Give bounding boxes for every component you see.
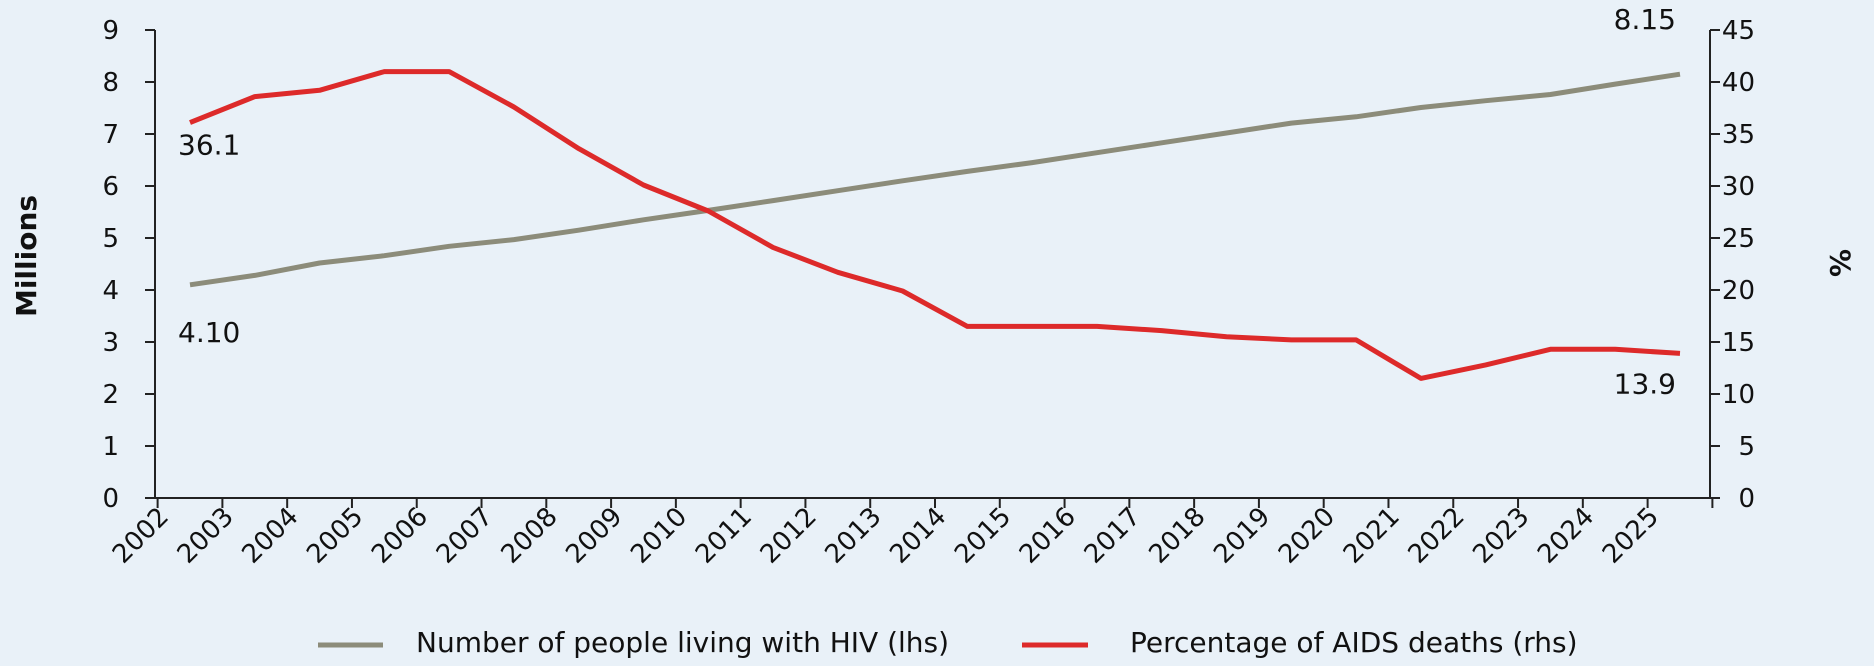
left-tick-label: 1 (102, 432, 119, 462)
x-tick-label: 2023 (1467, 502, 1535, 570)
right-tick-label: 5 (1738, 432, 1755, 462)
x-tick-label: 2021 (1338, 502, 1406, 570)
x-tick-label: 2009 (560, 502, 628, 570)
left-tick-label: 8 (102, 68, 119, 98)
x-axis-ticks: 2002200320042005200620072008200920102011… (107, 498, 1714, 570)
right-tick-label: 20 (1722, 276, 1755, 306)
x-tick-label: 2024 (1532, 502, 1600, 570)
x-tick-label: 2011 (690, 502, 758, 570)
x-tick-label: 2010 (625, 502, 693, 570)
right-tick-label: 45 (1722, 16, 1755, 46)
left-tick-label: 5 (102, 224, 119, 254)
x-tick-label: 2013 (820, 502, 888, 570)
x-tick-label: 2016 (1014, 502, 1082, 570)
annotation-hiv-end: 8.15 (1614, 3, 1676, 36)
annotation-hiv-start: 4.10 (178, 316, 240, 349)
left-axis-title: Millions (10, 195, 43, 317)
series-layer (189, 69, 1681, 381)
legend-label-hiv: Number of people living with HIV (lhs) (416, 626, 949, 659)
x-tick-label: 2025 (1597, 502, 1665, 570)
x-tick-label: 2014 (884, 502, 952, 570)
left-tick-label: 2 (102, 380, 119, 410)
left-tick-label: 7 (102, 120, 119, 150)
x-tick-label: 2003 (172, 502, 240, 570)
left-tick-label: 4 (102, 276, 119, 306)
x-tick-label: 2022 (1403, 502, 1471, 570)
right-tick-label: 0 (1738, 484, 1755, 514)
right-tick-label: 15 (1722, 328, 1755, 358)
right-tick-label: 25 (1722, 224, 1755, 254)
x-tick-label: 2006 (366, 502, 434, 570)
right-axis-title: % (1824, 249, 1857, 277)
series-line-aids-deaths (189, 69, 1681, 381)
left-tick-label: 0 (102, 484, 119, 514)
x-tick-label: 2004 (237, 502, 305, 570)
legend-label-deaths: Percentage of AIDS deaths (rhs) (1130, 626, 1578, 659)
x-tick-label: 2008 (496, 502, 564, 570)
x-tick-label: 2005 (301, 502, 369, 570)
left-tick-label: 9 (102, 16, 119, 46)
right-axis-ticks: 0 5 10 15 20 25 30 35 40 45 (1710, 16, 1755, 514)
x-tick-label: 2012 (755, 502, 823, 570)
series-line-hiv (189, 71, 1681, 288)
annotation-deaths-start: 36.1 (178, 129, 240, 162)
x-tick-label: 2007 (431, 502, 499, 570)
x-tick-label: 2015 (949, 502, 1017, 570)
left-axis-ticks: 0 1 2 3 4 5 6 7 8 9 (102, 16, 155, 514)
left-tick-label: 3 (102, 328, 119, 358)
annotation-deaths-end: 13.9 (1614, 367, 1676, 400)
x-tick-label: 2020 (1273, 502, 1341, 570)
right-tick-label: 40 (1722, 68, 1755, 98)
x-tick-label: 2017 (1079, 502, 1147, 570)
right-tick-label: 30 (1722, 172, 1755, 202)
legend: Number of people living with HIV (lhs) P… (318, 626, 1578, 659)
right-tick-label: 35 (1722, 120, 1755, 150)
x-tick-label: 2018 (1143, 502, 1211, 570)
left-tick-label: 6 (102, 172, 119, 202)
right-tick-label: 10 (1722, 380, 1755, 410)
x-tick-label: 2019 (1208, 502, 1276, 570)
